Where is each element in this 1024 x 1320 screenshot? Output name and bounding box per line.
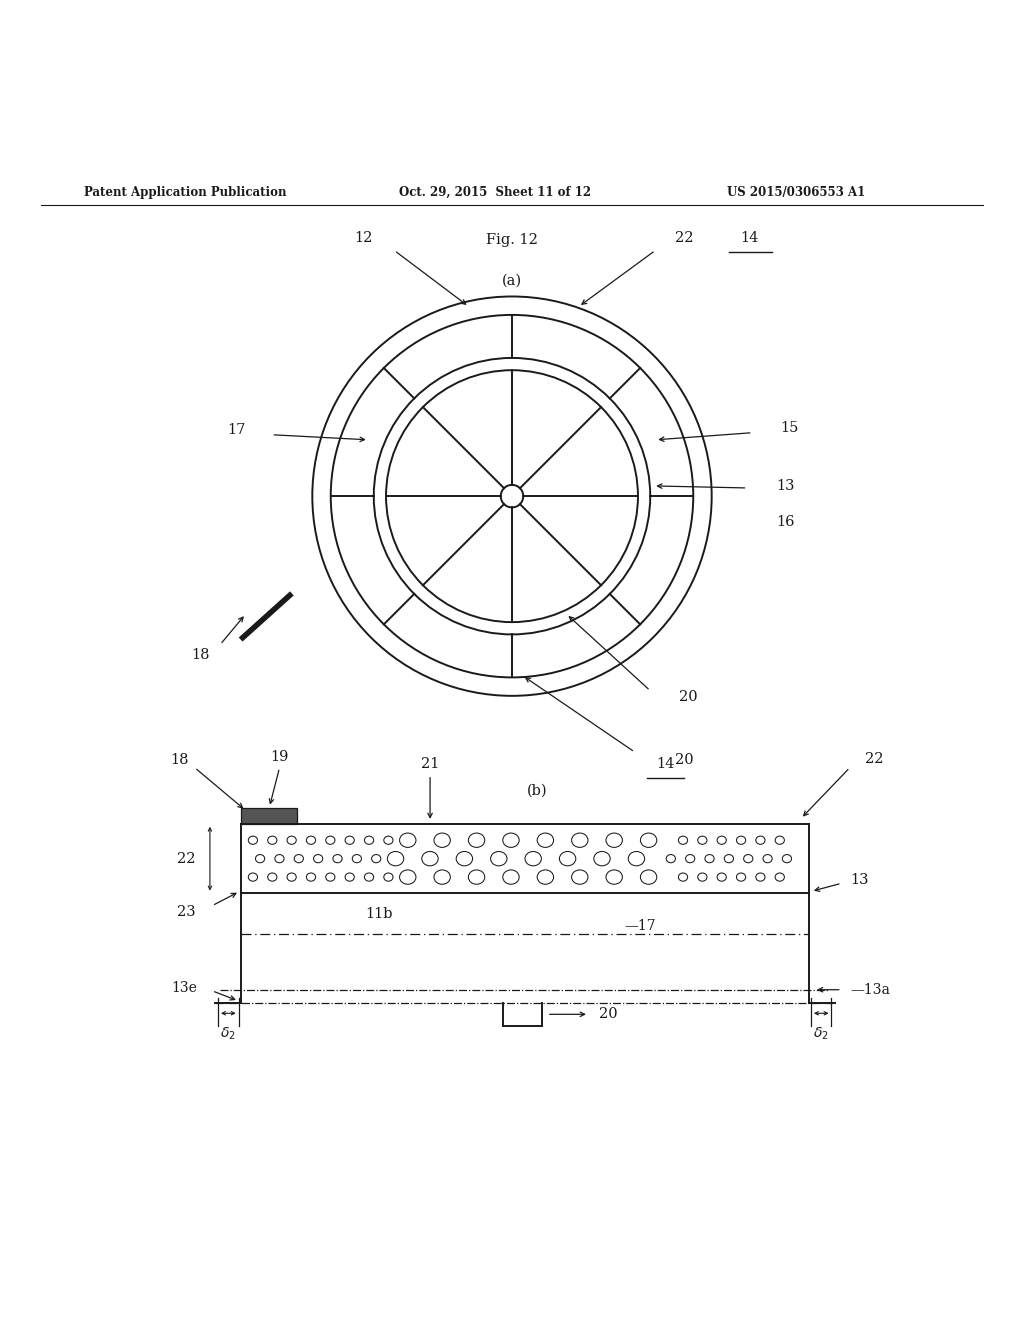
Text: 19: 19 [270, 750, 289, 764]
Text: 17: 17 [227, 422, 246, 437]
Bar [241, 808, 297, 824]
Text: 22: 22 [177, 851, 196, 866]
Text: 11b: 11b [366, 907, 392, 921]
Text: Oct. 29, 2015  Sheet 11 of 12: Oct. 29, 2015 Sheet 11 of 12 [399, 186, 592, 198]
Text: 15: 15 [780, 421, 799, 434]
Text: 16: 16 [776, 515, 795, 529]
Text: 22: 22 [865, 752, 884, 767]
Text: 13: 13 [850, 873, 868, 887]
Text: —13a: —13a [850, 982, 890, 997]
Text: 14: 14 [656, 758, 675, 771]
Text: 21: 21 [421, 758, 439, 771]
Text: Fig. 12: Fig. 12 [486, 234, 538, 247]
Text: 13: 13 [776, 479, 795, 492]
Text: 20: 20 [599, 1007, 617, 1022]
Text: 13e: 13e [171, 981, 198, 995]
Text: (a): (a) [502, 275, 522, 288]
Text: US 2015/0306553 A1: US 2015/0306553 A1 [727, 186, 865, 198]
Text: 14: 14 [740, 231, 759, 246]
Circle shape [501, 484, 523, 507]
Text: 20: 20 [675, 754, 693, 767]
Text: (b): (b) [527, 784, 548, 799]
Text: —17: —17 [625, 919, 656, 933]
Text: 22: 22 [675, 231, 693, 246]
Text: 18: 18 [191, 648, 210, 661]
Text: 20: 20 [679, 690, 697, 704]
Text: 18: 18 [170, 754, 188, 767]
Text: $\delta_2$: $\delta_2$ [813, 1026, 829, 1041]
Text: $\delta_2$: $\delta_2$ [220, 1026, 237, 1041]
Text: Patent Application Publication: Patent Application Publication [84, 186, 287, 198]
Text: 12: 12 [354, 231, 373, 246]
Text: 23: 23 [177, 906, 196, 919]
